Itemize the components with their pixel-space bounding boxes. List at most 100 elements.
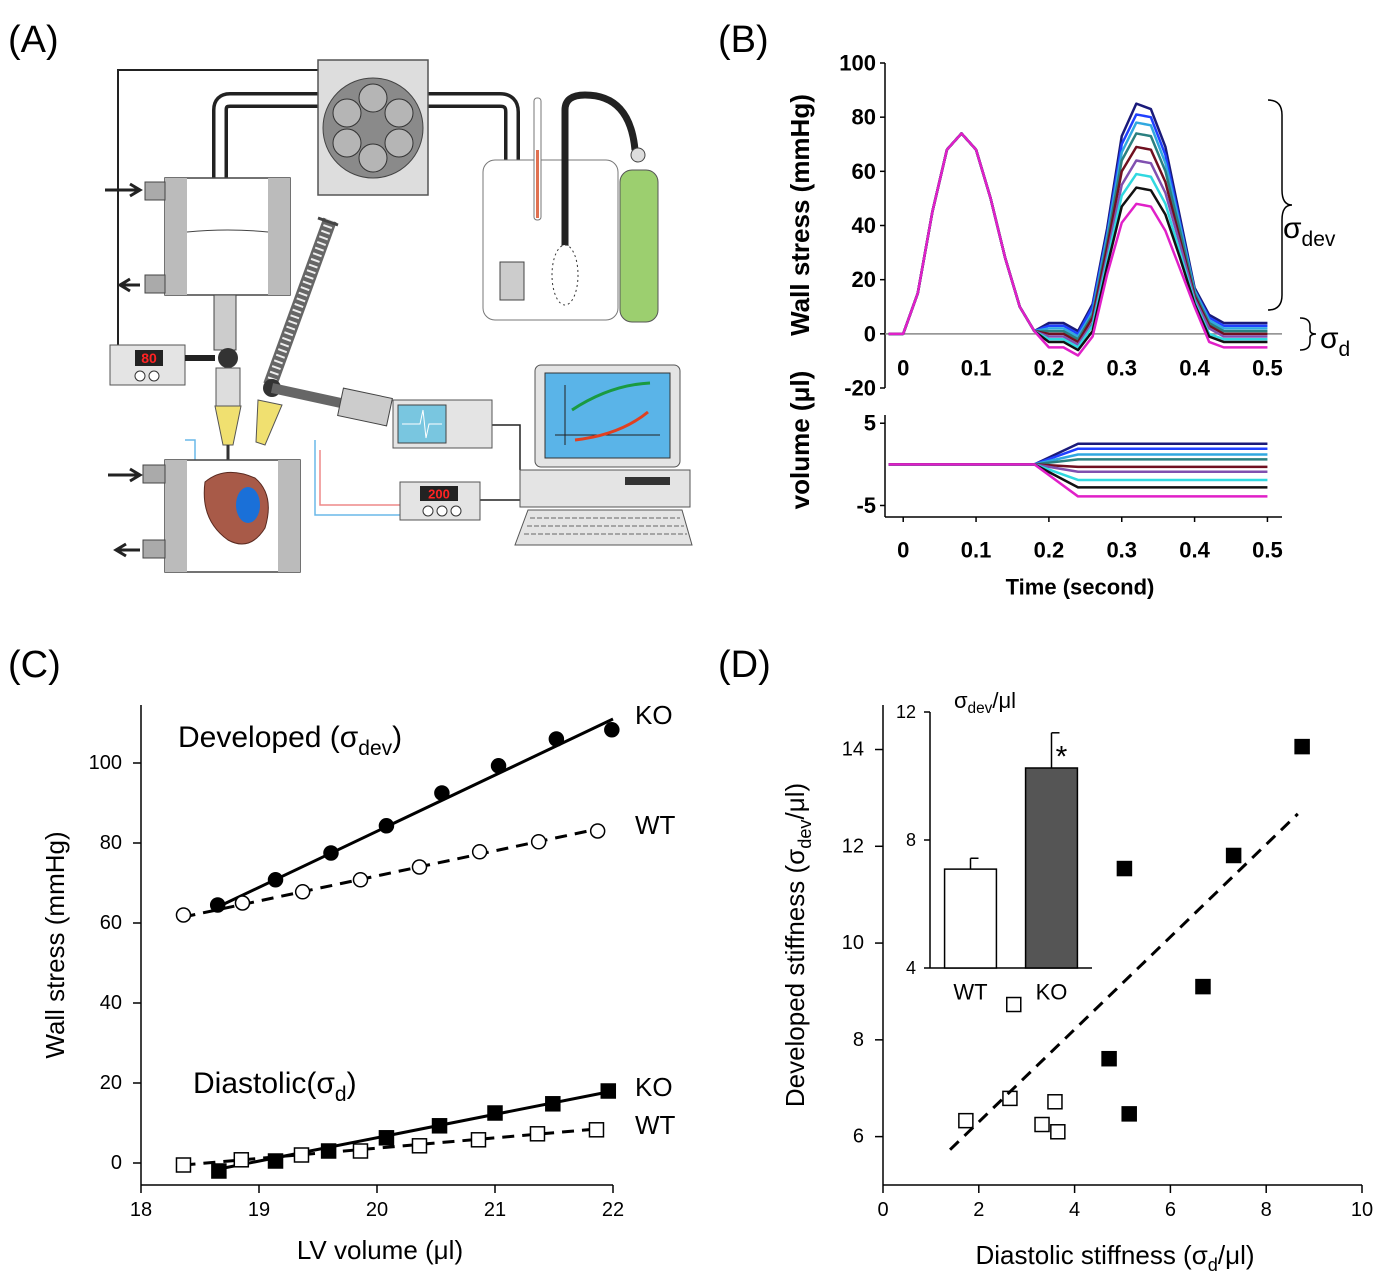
x-axis-label-part: /μl) [1218, 1240, 1255, 1270]
flow-arrows [108, 467, 143, 558]
point [1116, 860, 1133, 877]
trace [888, 463, 1268, 498]
drive [625, 477, 670, 485]
x-tick-label: 0.3 [1106, 356, 1137, 381]
chamber-wall [278, 460, 300, 572]
fit-line [217, 717, 614, 909]
x-tick-label: 0.4 [1179, 356, 1210, 381]
y-tick-label: -5 [856, 493, 876, 518]
keys [524, 517, 687, 535]
screen-curve [574, 410, 649, 442]
point [411, 859, 428, 875]
x-tick-label: 0.5 [1252, 356, 1283, 381]
trace [888, 132, 1268, 344]
x-tick-label: 8 [1261, 1199, 1272, 1221]
y-axis-label: Developed stiffness (σdev/μl) [780, 783, 815, 1107]
y-tick-label: 20 [100, 1072, 122, 1094]
point [1101, 1050, 1117, 1067]
y-axis-label-part: Developed stiffness (σ [780, 849, 810, 1107]
y-axis-label-part: dev [968, 700, 993, 717]
point [589, 823, 606, 839]
x-tick-label: 0.2 [1034, 356, 1065, 381]
point [604, 722, 620, 738]
x-axis-label: Time (second) [1006, 575, 1155, 600]
point [530, 834, 547, 850]
x-tick-label: 0.3 [1106, 538, 1137, 563]
point [487, 1105, 503, 1121]
computer-base [519, 469, 691, 508]
connector [213, 294, 237, 351]
point [293, 1147, 310, 1163]
monitor-screen [544, 372, 671, 459]
x-tick-label: 10 [1351, 1199, 1373, 1221]
group-label-part: ) [392, 721, 402, 754]
point [175, 1157, 192, 1173]
point [588, 1122, 605, 1138]
fit-line [949, 812, 1299, 1151]
group-label-part: ) [347, 1067, 357, 1100]
x-tick-label: 19 [248, 1199, 270, 1221]
x-tick-label: 20 [366, 1199, 388, 1221]
gas-hose [561, 91, 639, 280]
fit-line [183, 1127, 597, 1167]
y-tick-label: 80 [852, 105, 876, 130]
point [548, 731, 565, 747]
x-tick-label: 2 [973, 1199, 984, 1221]
group-label-part: Diastolic(σ [193, 1067, 335, 1100]
x-tick-label: 21 [484, 1199, 506, 1221]
y-tick-label: 10 [842, 932, 864, 954]
cannula [214, 405, 242, 446]
y-tick-label: 40 [852, 213, 876, 238]
series-label: WT [635, 810, 676, 840]
screen-curve [571, 381, 651, 412]
gas-cylinder [619, 169, 659, 323]
thermometer-fill [536, 150, 539, 218]
x-tick-label: 18 [130, 1199, 152, 1221]
panel-label: (C) [8, 644, 61, 686]
point [234, 895, 251, 911]
y-tick-label: 14 [842, 739, 864, 761]
point [471, 844, 488, 860]
point [352, 872, 369, 888]
trace [888, 132, 1268, 357]
brace [1267, 99, 1293, 311]
point [545, 1096, 561, 1112]
x-tick-label: 6 [1165, 1199, 1176, 1221]
y-tick-label: 60 [852, 159, 876, 184]
y-tick-label: 100 [839, 51, 876, 76]
x-tick-label: 0.2 [1034, 538, 1065, 563]
x-axis-label: LV volume (μl) [297, 1235, 463, 1265]
chamber-wall [165, 460, 187, 572]
y-axis-label-part: dev [795, 819, 815, 849]
y-tick-label: 6 [853, 1126, 864, 1148]
x-tick-label: KO [1036, 980, 1068, 1005]
point [1225, 847, 1242, 864]
point [211, 1163, 227, 1179]
annotation-part: σ [1320, 322, 1339, 355]
point [958, 1112, 974, 1129]
apparatus-diagram: 80 200 [105, 59, 693, 573]
y-axis-label: Wall stress (mmHg) [785, 94, 815, 336]
y-tick-label: 60 [100, 912, 122, 934]
display-value: 80 [141, 350, 157, 366]
fit-line [183, 827, 598, 919]
point [1034, 1116, 1050, 1133]
group-label: Diastolic(σd) [193, 1067, 357, 1107]
x-tick-label: 4 [1069, 1199, 1080, 1221]
point [470, 1132, 487, 1148]
point [600, 1083, 617, 1099]
y-tick-label: 12 [842, 835, 864, 857]
x-tick-label: 0.1 [961, 538, 992, 563]
filter [499, 261, 525, 301]
trace [888, 113, 1268, 336]
pipe [270, 383, 352, 410]
point [1050, 1124, 1066, 1140]
port [142, 464, 166, 484]
point [1195, 978, 1211, 995]
point [323, 845, 339, 861]
trace [888, 447, 1268, 466]
point [378, 1130, 395, 1146]
point [529, 1126, 546, 1142]
group-label-part: Developed (σ [178, 721, 359, 754]
